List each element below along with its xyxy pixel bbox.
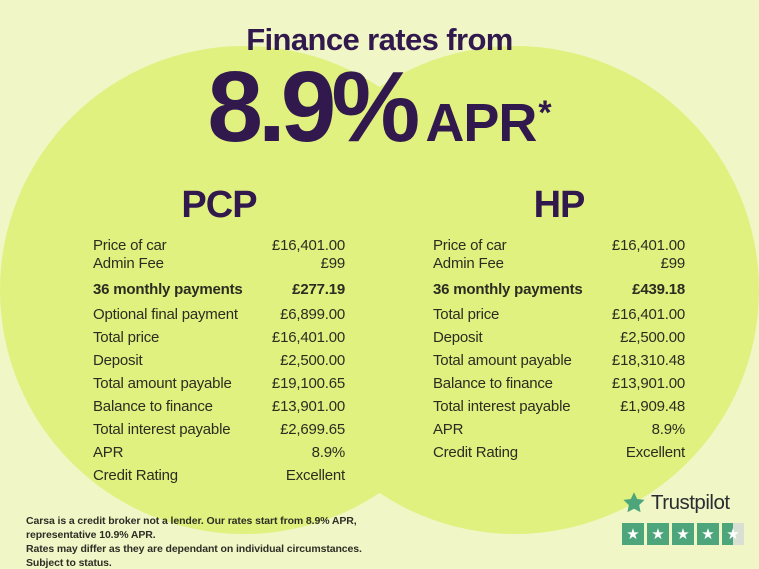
finance-row: Balance to finance £13,901.00 [433,375,685,392]
finance-row: Deposit £2,500.00 [433,329,685,346]
trustpilot-star-box: ★ [697,523,719,545]
row-label: Credit Rating [433,444,518,461]
trustpilot-star-box: ★ [672,523,694,545]
rate-value: 8.9% [207,51,420,163]
row-label: Total amount payable [93,375,232,392]
row-value: 8.9% [311,444,346,461]
finance-row: Total amount payable £18,310.48 [433,352,685,369]
row-label: Total price [93,329,160,346]
row-label: 36 monthly payments [93,281,243,298]
pcp-title: PCP [181,184,257,226]
row-value: £2,500.00 [620,329,685,346]
disclaimer-text: Carsa is a credit broker not a lender. O… [26,514,386,569]
row-value: £2,500.00 [280,352,345,369]
trustpilot-logo: Trustpilot [622,491,744,515]
asterisk: * [538,94,552,132]
star-glyph: ★ [701,525,715,543]
trustpilot-wordmark: Trustpilot [651,491,730,514]
row-label: Total amount payable [433,352,572,369]
hp-rows: Price of car £16,401.00 Admin Fee £99 36… [433,237,685,461]
row-value: Excellent [285,467,345,484]
row-label: Admin Fee [93,255,164,272]
background-circle-right [271,46,759,534]
row-label: Total interest payable [93,421,231,438]
row-value: 8.9% [651,421,686,438]
trustpilot-star-icon [623,492,645,513]
rate-suffix: APR* [425,96,551,150]
trustpilot-star-box: ★ [647,523,669,545]
row-label: Balance to finance [433,375,553,392]
row-label: Credit Rating [93,467,178,484]
row-label: Price of car [433,237,507,254]
row-value: £16,401.00 [611,237,685,254]
finance-row: Price of car £16,401.00 [93,237,345,254]
finance-row: Total interest payable £1,909.48 [433,398,685,415]
finance-row: Credit Rating Excellent [433,444,685,461]
row-label: Total interest payable [433,398,571,415]
finance-row: Admin Fee £99 [433,255,685,272]
row-value: £16,401.00 [271,329,345,346]
hp-title: HP [533,184,586,226]
row-value: £13,901.00 [271,398,345,415]
pcp-panel: PCP Price of car £16,401.00 Admin Fee £9… [93,186,345,490]
row-label: Total price [433,306,500,323]
row-label: Deposit [433,329,483,346]
trustpilot-rating-stars: ★ ★ ★ ★ ★ [622,523,744,545]
finance-row: Total amount payable £19,100.65 [93,375,345,392]
finance-row: 36 monthly payments £439.18 [433,281,685,298]
finance-row: Total price £16,401.00 [93,329,345,346]
finance-row: Total price £16,401.00 [433,306,685,323]
row-label: Admin Fee [433,255,504,272]
hp-panel: HP Price of car £16,401.00 Admin Fee £99… [433,186,685,467]
row-value: £277.19 [292,281,345,298]
trustpilot-badge: Trustpilot ★ ★ ★ ★ ★ [622,491,744,545]
apr-label: APR [425,93,537,153]
row-value: £19,100.65 [271,375,345,392]
pcp-rows: Price of car £16,401.00 Admin Fee £99 36… [93,237,345,484]
finance-row: Admin Fee £99 [93,255,345,272]
headline-rate: 8.9% APR* [0,57,759,157]
finance-row: Credit Rating Excellent [93,467,345,484]
disclaimer-line-1: Carsa is a credit broker not a lender. O… [26,515,357,541]
finance-row: APR 8.9% [93,444,345,461]
star-glyph: ★ [626,525,640,543]
row-value: £16,401.00 [611,306,685,323]
row-value: £16,401.00 [271,237,345,254]
finance-row: Balance to finance £13,901.00 [93,398,345,415]
row-label: 36 monthly payments [433,281,583,298]
row-value: £2,699.65 [280,421,345,438]
finance-row: Price of car £16,401.00 [433,237,685,254]
banner-title: Finance rates from [246,22,513,57]
trustpilot-star-box: ★ [622,523,644,545]
row-value: £439.18 [632,281,685,298]
row-value: £1,909.48 [620,398,685,415]
row-value: £99 [320,255,346,272]
finance-row: Optional final payment £6,899.00 [93,306,345,323]
trustpilot-star-box: ★ [722,523,744,545]
row-label: Optional final payment [93,306,238,323]
disclaimer-line-2: Rates may differ as they are dependant o… [26,543,362,569]
row-value: £13,901.00 [611,375,685,392]
row-label: APR [433,421,464,438]
row-label: Deposit [93,352,143,369]
row-label: APR [93,444,124,461]
row-label: Balance to finance [93,398,213,415]
star-glyph: ★ [651,525,665,543]
star-glyph: ★ [676,525,690,543]
finance-row: APR 8.9% [433,421,685,438]
row-value: Excellent [625,444,685,461]
row-value: £99 [660,255,686,272]
star-glyph: ★ [726,525,740,543]
row-label: Price of car [93,237,167,254]
finance-row: 36 monthly payments £277.19 [93,281,345,298]
finance-row: Total interest payable £2,699.65 [93,421,345,438]
finance-row: Deposit £2,500.00 [93,352,345,369]
row-value: £6,899.00 [280,306,345,323]
row-value: £18,310.48 [611,352,685,369]
